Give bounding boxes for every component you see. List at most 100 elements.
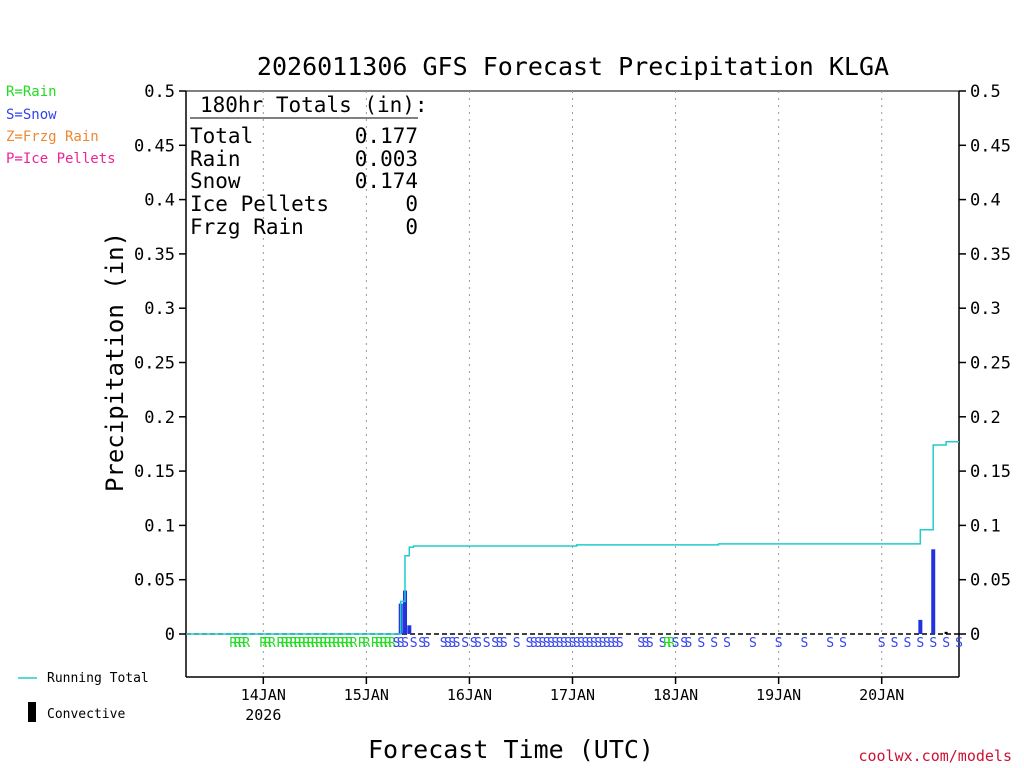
snow-marker: S: [749, 636, 757, 651]
x-tick-label: 14JAN: [241, 686, 286, 704]
y-tick-label-left: 0.45: [134, 136, 175, 156]
snow-marker: S: [581, 636, 589, 651]
totals-value-rain: 0.003: [355, 147, 418, 171]
snow-marker: S: [551, 636, 559, 651]
snow-marker: S: [539, 636, 547, 651]
snow-marker: S: [904, 636, 912, 651]
snow-marker: S: [483, 636, 491, 651]
legend-snow: S=Snow: [6, 107, 57, 123]
x-axis-label: Forecast Time (UTC): [368, 735, 654, 764]
totals-heading: 180hr Totals (in):: [200, 93, 428, 117]
snow-marker: S: [672, 636, 680, 651]
y-tick-label-right: 0.35: [970, 245, 1011, 265]
rain-marker: R: [315, 636, 323, 651]
snow-marker: S: [526, 636, 534, 651]
rain-marker: R: [362, 636, 370, 651]
x-tick-label: 20JAN: [859, 686, 904, 704]
y-tick-label-right: 0.2: [970, 408, 1001, 428]
rain-marker: R: [242, 636, 250, 651]
rain-marker: R: [320, 636, 328, 651]
running-total-legend-label: Running Total: [47, 671, 149, 686]
snow-marker: S: [410, 636, 418, 651]
snow-marker: S: [573, 636, 581, 651]
snow-marker: S: [680, 636, 688, 651]
snow-marker: S: [547, 636, 555, 651]
snow-marker: S: [569, 636, 577, 651]
snow-marker: S: [612, 636, 620, 651]
rain-marker: R: [663, 636, 671, 651]
y-tick-label-left: 0.3: [144, 299, 175, 319]
totals-label-rain: Rain: [190, 147, 241, 171]
snow-marker: S: [448, 636, 456, 651]
snow-marker: S: [616, 636, 624, 651]
snow-marker: S: [444, 636, 452, 651]
snow-marker: S: [500, 636, 508, 651]
rain-marker: R: [302, 636, 310, 651]
rain-marker: R: [358, 636, 366, 651]
rain-marker: R: [268, 636, 276, 651]
snow-marker: S: [916, 636, 924, 651]
precipitation-bars: [398, 549, 948, 634]
x-axis-ticks: 14JAN 2026 15JAN 16JAN 17JAN 18JAN 19JAN 20JAN: [241, 677, 904, 724]
x-tick-sublabel: 2026: [245, 706, 281, 724]
y-tick-label-left: 0.05: [134, 571, 175, 591]
running-total-line: [186, 441, 959, 635]
snow-marker: S: [393, 636, 401, 651]
snow-marker: S: [826, 636, 834, 651]
rain-marker: R: [350, 636, 358, 651]
snow-marker: S: [474, 636, 482, 651]
rain-marker: R: [281, 636, 289, 651]
legend-ice-pellets: P=Ice Pellets: [6, 151, 116, 167]
totals-label-ice-pellets: Ice Pellets: [190, 192, 329, 216]
legend-rain: R=Rain: [6, 84, 57, 100]
rain-marker: R: [264, 636, 272, 651]
snow-marker: S: [453, 636, 461, 651]
snow-marker: S: [891, 636, 899, 651]
legend: R=Rain S=Snow Z=Frzg Rain P=Ice Pellets: [6, 84, 116, 167]
rain-marker: R: [332, 636, 340, 651]
y-tick-label-right: 0.05: [970, 571, 1011, 591]
rain-marker: R: [298, 636, 306, 651]
rain-marker: R: [238, 636, 246, 651]
snow-marker: S: [942, 636, 950, 651]
totals-value-freezing-rain: 0: [405, 215, 418, 239]
y-tick-label-right: 0.25: [970, 354, 1011, 374]
snow-marker: S: [723, 636, 731, 651]
rain-marker: R: [341, 636, 349, 651]
rain-marker: R: [294, 636, 302, 651]
y-tick-label-right: 0.3: [970, 299, 1001, 319]
y-axis-right-ticks: 0 0.05 0.1 0.15 0.2 0.25 0.3 0.35 0.4 0.45 0.5: [959, 82, 1011, 645]
rain-marker: R: [289, 636, 297, 651]
totals-value-snow: 0.174: [355, 169, 418, 193]
rain-marker: R: [277, 636, 285, 651]
y-tick-label-right: 0.1: [970, 516, 1001, 536]
rain-marker: R: [371, 636, 379, 651]
snow-marker: S: [955, 636, 963, 651]
snow-marker: S: [560, 636, 568, 651]
snow-bar: [931, 549, 936, 634]
snow-marker: S: [530, 636, 538, 651]
totals-box: 180hr Totals (in): Total 0.177 Rain 0.00…: [190, 93, 428, 239]
rain-marker: R: [388, 636, 396, 651]
snow-marker: S: [685, 636, 693, 651]
rain-marker: R: [337, 636, 345, 651]
snow-marker: S: [594, 636, 602, 651]
y-tick-label-left: 0.5: [144, 82, 175, 102]
snow-marker: S: [577, 636, 585, 651]
snow-marker: S: [564, 636, 572, 651]
snow-marker: S: [418, 636, 426, 651]
snow-marker: S: [556, 636, 564, 651]
totals-label-snow: Snow: [190, 169, 241, 193]
y-tick-label-right: 0.5: [970, 82, 1001, 102]
snow-marker: S: [646, 636, 654, 651]
x-tick-label: 16JAN: [447, 686, 492, 704]
snow-marker: S: [599, 636, 607, 651]
totals-label-total: Total: [190, 124, 253, 148]
snow-marker: S: [697, 636, 705, 651]
convective-bar: [944, 631, 948, 634]
y-tick-label-right: 0.4: [970, 191, 1001, 211]
totals-label-freezing-rain: Frzg Rain: [190, 215, 304, 239]
snow-marker: S: [603, 636, 611, 651]
